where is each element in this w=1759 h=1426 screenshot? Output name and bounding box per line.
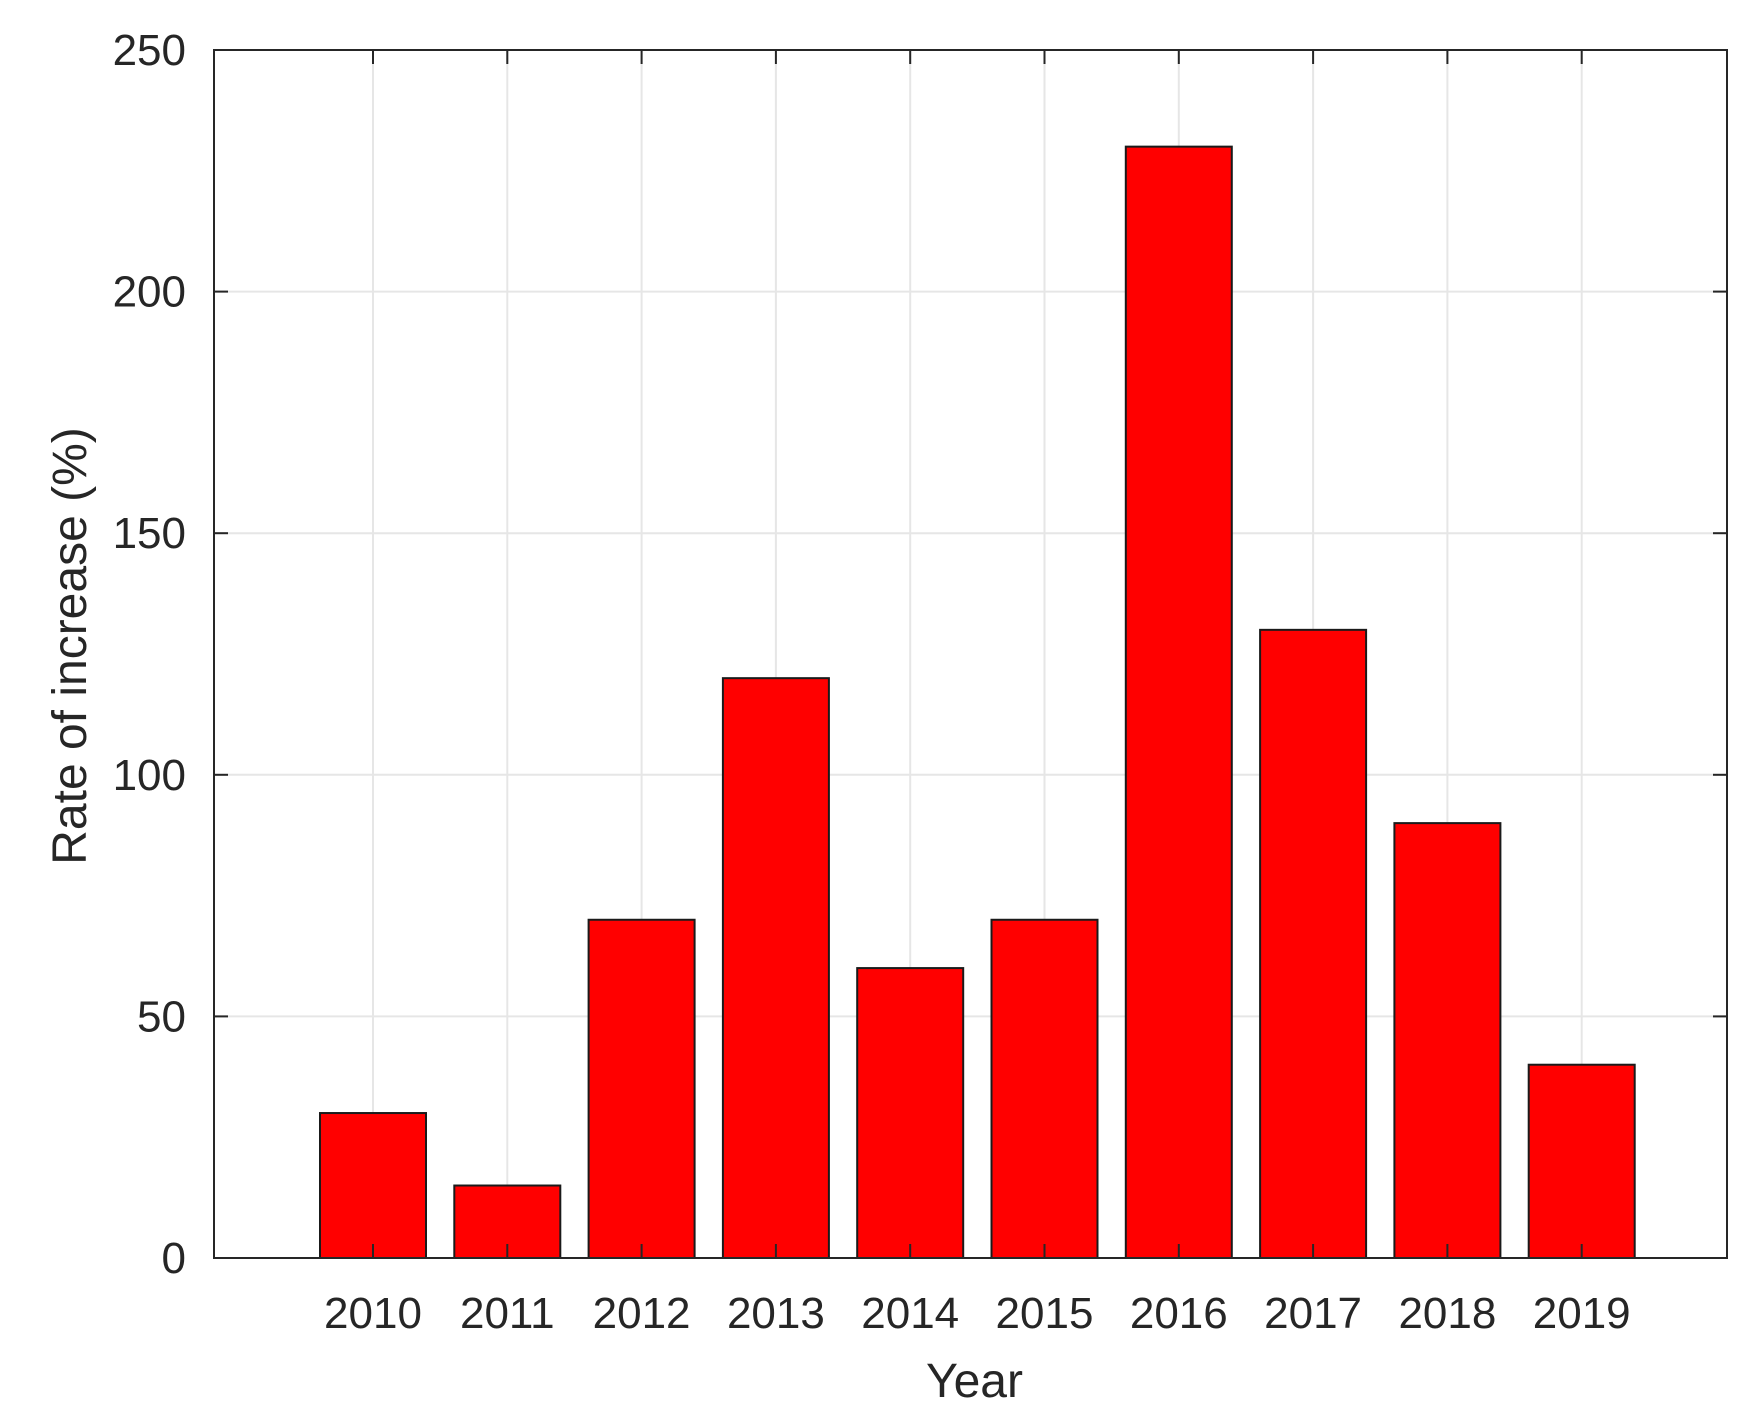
bar-2015: [990, 918, 1099, 1259]
bar-2014: [856, 967, 965, 1260]
x-tick-label: 2016: [1130, 1289, 1228, 1338]
bar-2010: [319, 1112, 427, 1260]
y-tick-label: 200: [113, 268, 186, 317]
y-tick-label: 250: [113, 26, 186, 75]
bars: [319, 145, 1636, 1260]
y-tick-label: 150: [113, 509, 186, 558]
x-tick-labels: 2010 2011 2012 2013 2014 2015 2016 2017 2018 2019: [324, 1289, 1631, 1338]
bar-2019: [1527, 1063, 1636, 1259]
plot-frame: [213, 49, 1728, 1259]
bar-2017: [1259, 628, 1368, 1259]
x-tick-label: 2019: [1533, 1289, 1631, 1338]
bar-2016: [1124, 145, 1233, 1259]
x-tick-label: 2015: [996, 1289, 1094, 1338]
y-tick-labels: 0 50 100 150 200 250: [113, 26, 186, 1283]
x-tick-label: 2017: [1264, 1289, 1362, 1338]
y-tick-label: 100: [113, 751, 186, 800]
x-tick-label: 2013: [727, 1289, 825, 1338]
y-tick-label: 0: [162, 1234, 186, 1283]
x-tick-label: 2014: [861, 1289, 959, 1338]
x-tick-label: 2018: [1398, 1289, 1496, 1338]
bar-2013: [721, 677, 830, 1259]
y-tick-label: 50: [137, 992, 186, 1041]
bar-2012: [587, 918, 696, 1259]
x-tick-label: 2012: [593, 1289, 691, 1338]
x-tick-label: 2010: [324, 1289, 422, 1338]
x-tick-label: 2011: [460, 1289, 555, 1338]
y-axis-label: Rate of increase (%): [44, 427, 97, 865]
x-axis-label: Year: [926, 1355, 1023, 1408]
bar-2018: [1393, 822, 1502, 1259]
axis-ticks: [214, 49, 1727, 1259]
